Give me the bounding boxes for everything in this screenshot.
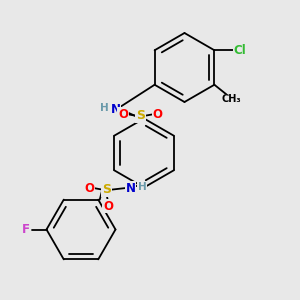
Text: CH₃: CH₃: [221, 94, 241, 104]
Text: O: O: [153, 108, 163, 121]
Text: O: O: [103, 200, 113, 213]
Text: Cl: Cl: [233, 44, 246, 57]
Text: H: H: [137, 182, 146, 192]
Text: O: O: [84, 182, 94, 195]
Text: O: O: [118, 108, 128, 121]
Text: N: N: [110, 103, 121, 116]
Text: N: N: [125, 182, 136, 195]
Text: H: H: [100, 103, 109, 113]
Text: S: S: [102, 183, 111, 196]
Text: S: S: [136, 109, 145, 122]
Text: F: F: [22, 223, 30, 236]
